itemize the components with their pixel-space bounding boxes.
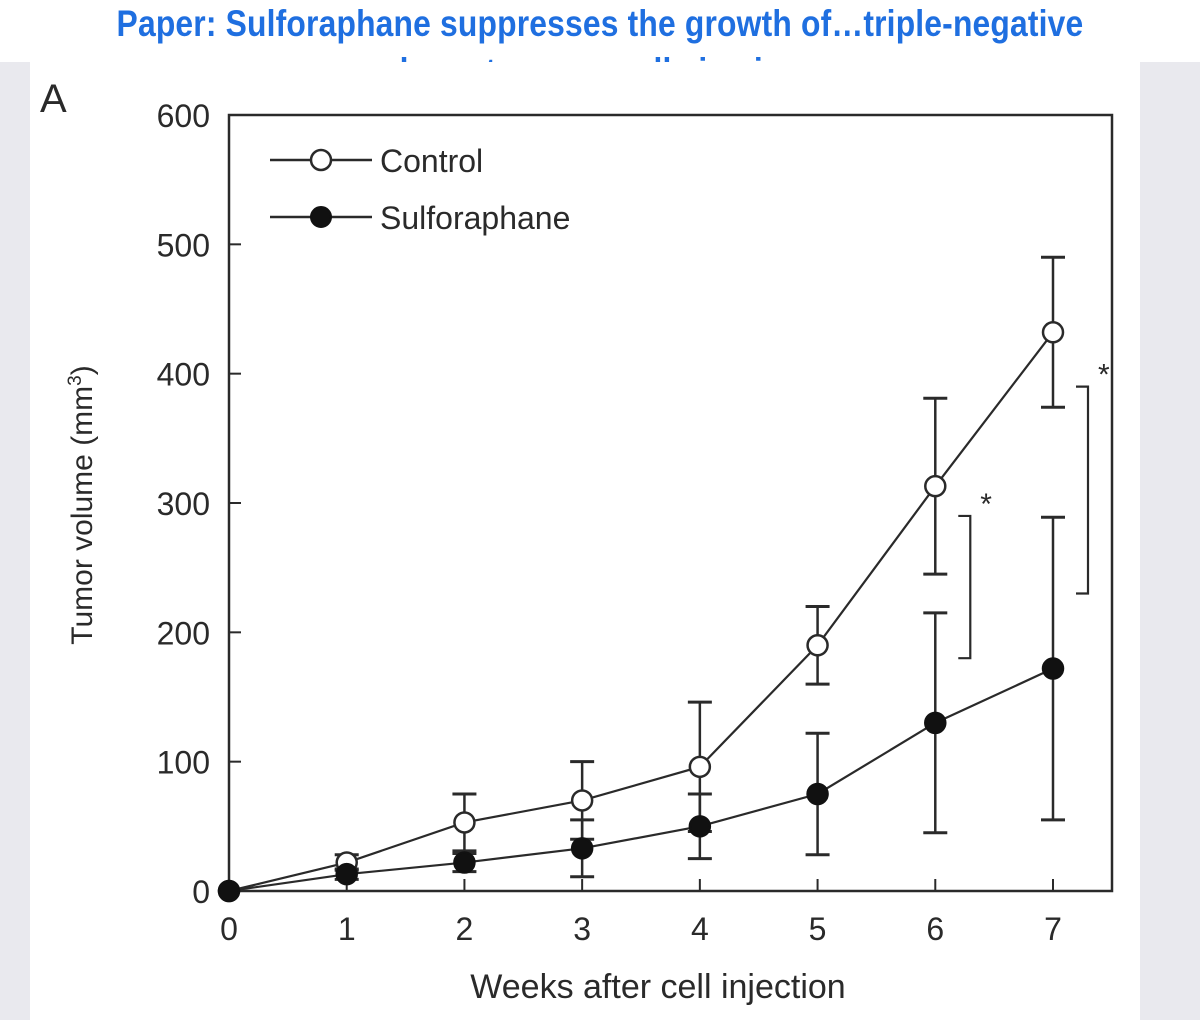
x-tick-label: 1 xyxy=(338,911,356,947)
series-line-sulforaphane xyxy=(228,667,1054,893)
series-layer xyxy=(217,255,1065,903)
y-tick-label: 300 xyxy=(157,486,210,522)
y-axis-label: Tumor volume (mm3) xyxy=(65,365,99,645)
data-point-sulforaphane xyxy=(806,782,829,806)
data-point-control xyxy=(806,634,829,657)
y-tick-label: 400 xyxy=(157,357,210,393)
y-axis-label-text: Tumor volume (mm xyxy=(66,386,99,645)
data-point-control xyxy=(688,755,712,779)
x-axis: 0 1 2 3 4 5 6 7 xyxy=(220,879,1062,947)
data-point-sulforaphane xyxy=(217,879,241,903)
y-tick-label: 200 xyxy=(157,615,210,651)
data-point-sulforaphane xyxy=(688,815,712,838)
data-point-control xyxy=(1041,321,1065,344)
data-point-sulforaphane xyxy=(453,851,476,874)
legend: Control Sulforaphane xyxy=(270,143,570,236)
figure-card xyxy=(30,62,1140,1020)
legend-sulforaphane-marker xyxy=(310,206,332,228)
y-axis-label-superscript: 3 xyxy=(65,375,86,386)
x-tick-label: 7 xyxy=(1044,911,1062,947)
data-point-sulforaphane xyxy=(570,837,594,860)
y-tick-label: 500 xyxy=(157,227,210,263)
data-point-sulforaphane xyxy=(335,862,358,886)
data-point-sulforaphane xyxy=(1041,657,1065,680)
right-gutter xyxy=(1140,62,1200,1020)
series-sulforaphane xyxy=(217,515,1065,903)
x-tick-label: 3 xyxy=(573,911,591,947)
y-tick-label: 100 xyxy=(157,745,210,781)
legend-control-marker xyxy=(309,148,333,172)
series-control xyxy=(217,255,1065,903)
y-tick-label: 600 xyxy=(157,98,210,134)
y-axis: 0 100 200 300 400 500 600 xyxy=(157,98,241,910)
x-tick-label: 0 xyxy=(220,911,238,947)
data-point-sulforaphane xyxy=(924,711,947,735)
significance-bracket xyxy=(958,514,972,660)
headline-line-1: Paper: Sulforaphane suppresses the growt… xyxy=(116,3,1084,44)
x-tick-label: 5 xyxy=(809,911,827,947)
x-tick-label: 2 xyxy=(456,911,474,947)
x-tick-label: 6 xyxy=(926,911,944,947)
legend-control-label: Control xyxy=(380,143,483,179)
series-line-control xyxy=(228,331,1054,893)
panel-label: A xyxy=(40,77,67,121)
x-tick-label: 4 xyxy=(691,911,709,947)
data-point-control xyxy=(570,789,594,812)
legend-sulforaphane-label: Sulforaphane xyxy=(380,200,570,236)
header-strip xyxy=(0,0,1200,62)
significance-star: * xyxy=(980,488,992,521)
x-axis-label: Weeks after cell injection xyxy=(470,968,845,1006)
significance-star: * xyxy=(1098,359,1110,392)
y-axis-label-close: ) xyxy=(66,365,99,375)
significance-annotations: ** xyxy=(958,359,1110,660)
significance-bracket xyxy=(1076,385,1090,595)
data-point-control xyxy=(453,811,476,834)
y-tick-label: 0 xyxy=(192,874,210,910)
data-point-control xyxy=(924,474,947,498)
